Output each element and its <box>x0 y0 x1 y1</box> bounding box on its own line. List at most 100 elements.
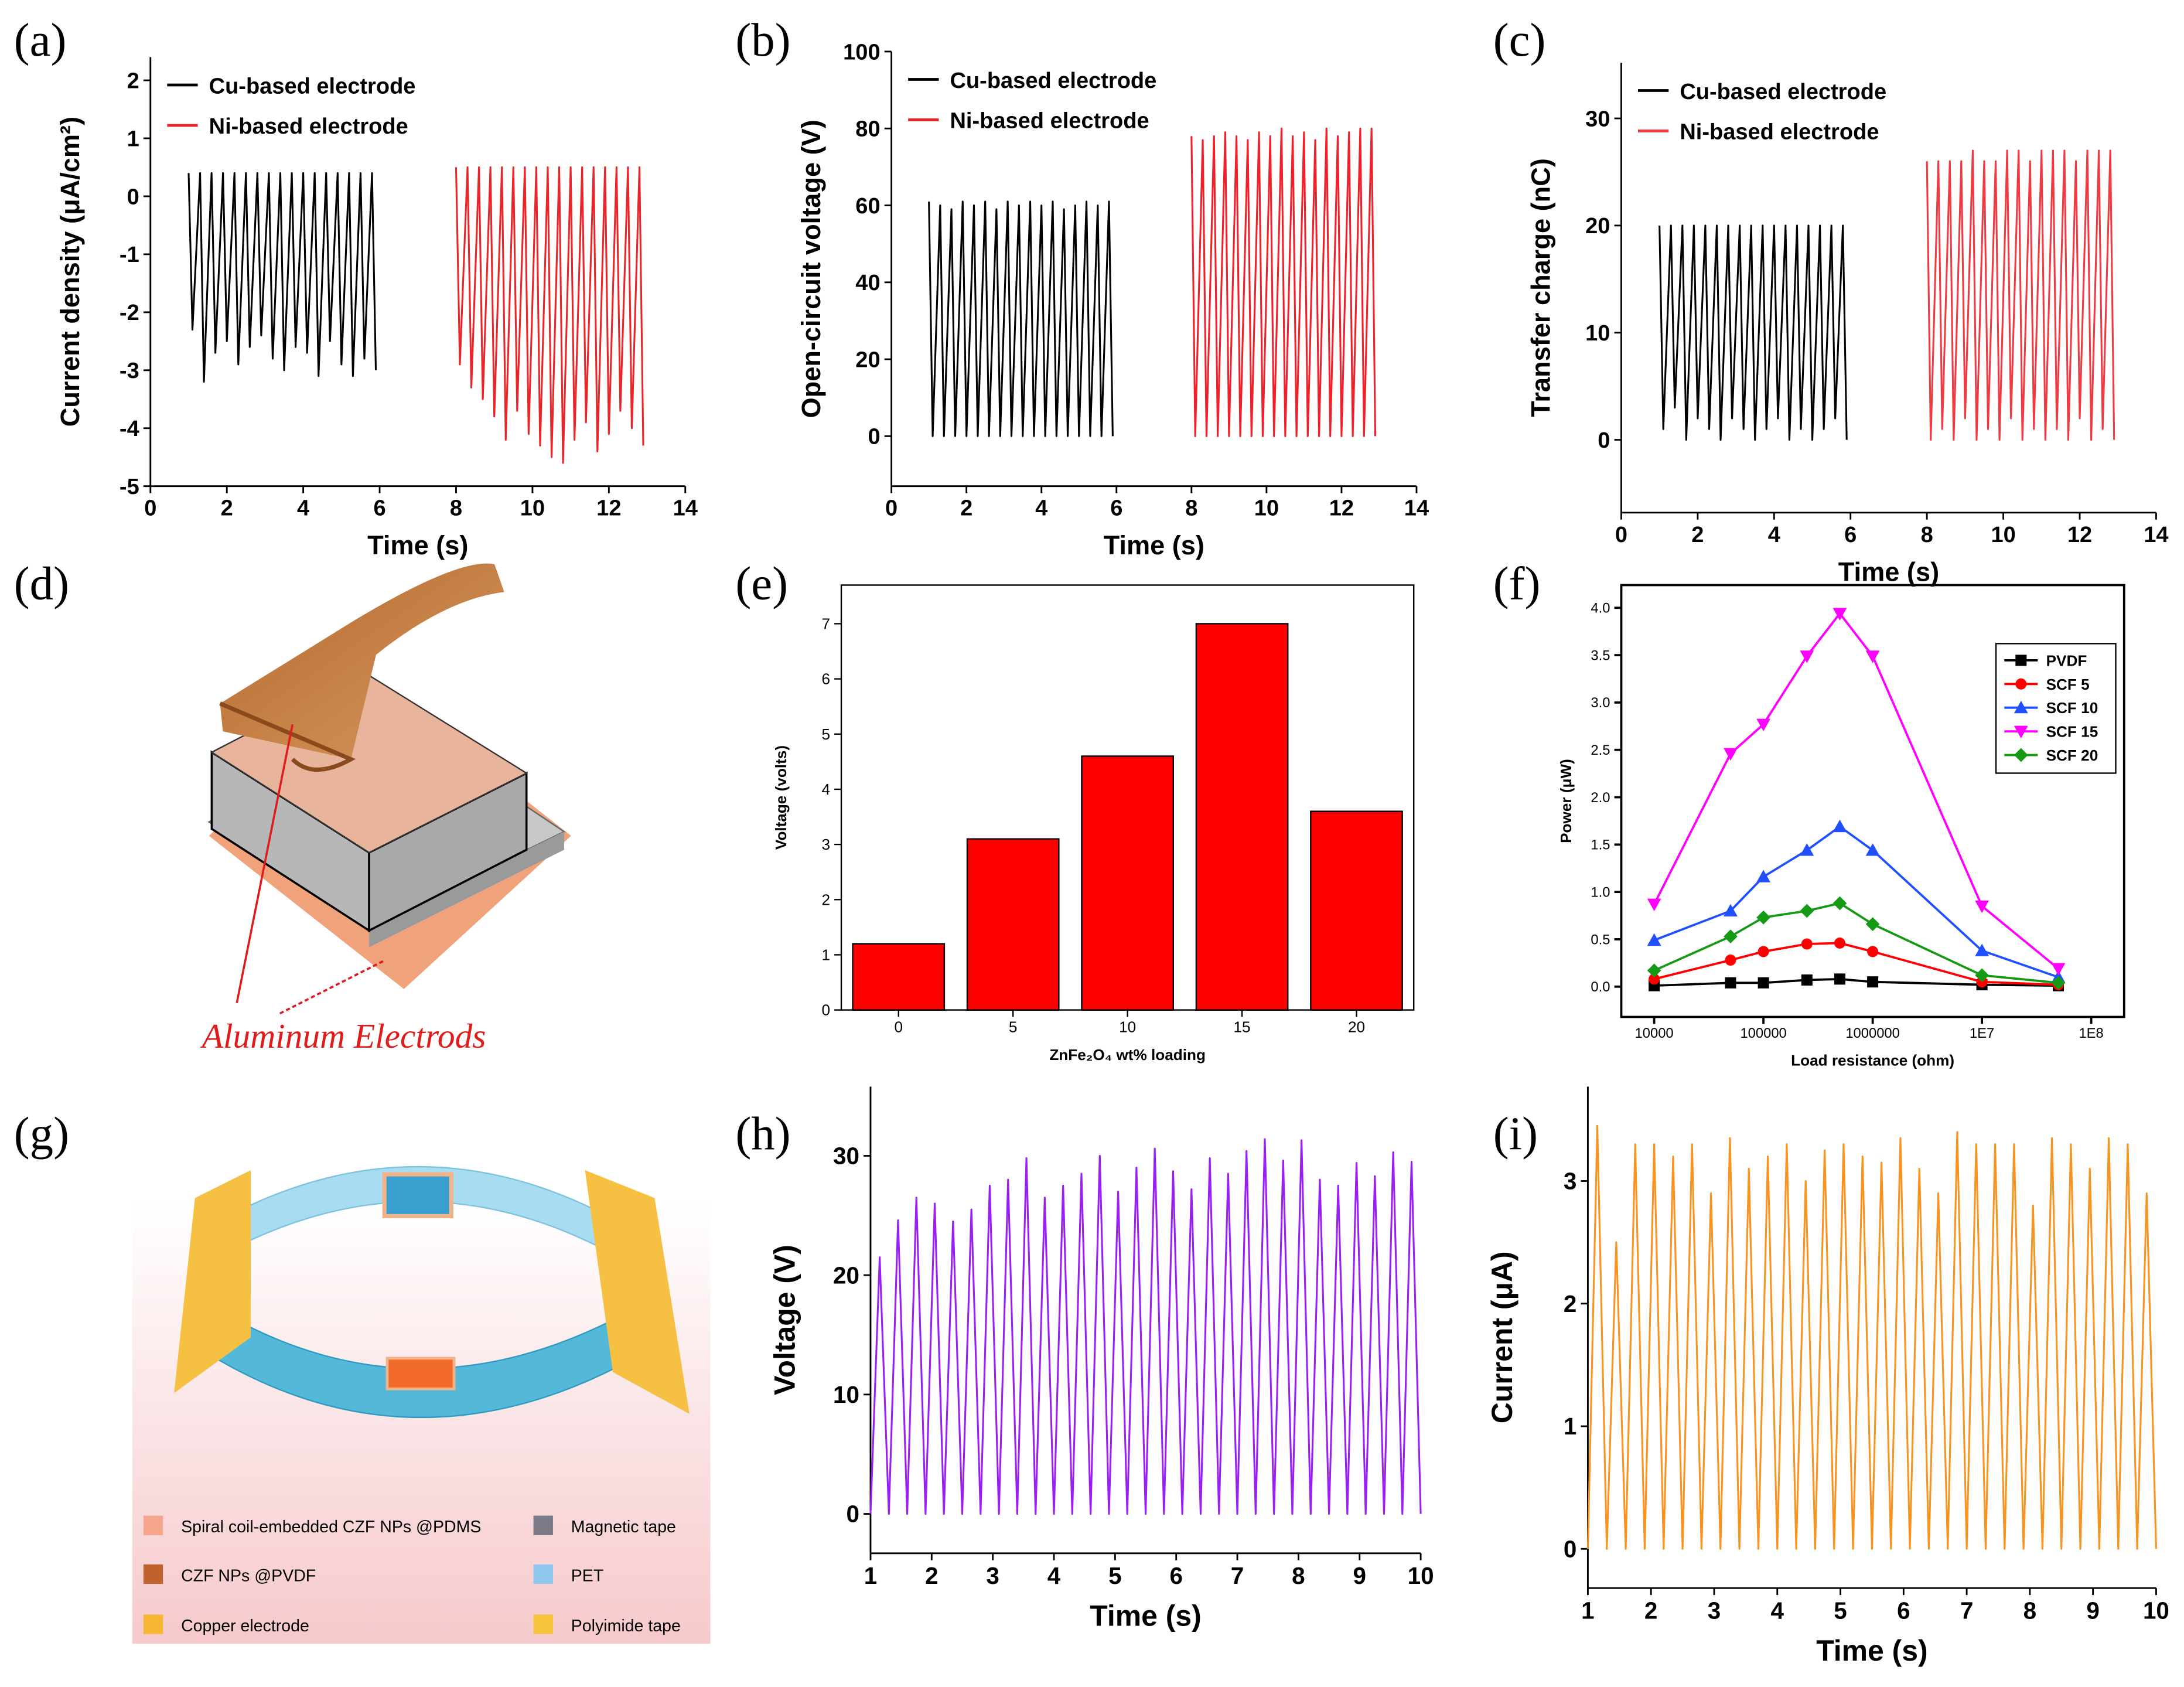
legend-text: CZF NPs @PVDF <box>181 1566 316 1585</box>
x-axis-label: Time (s) <box>1104 530 1204 560</box>
marker <box>1649 973 1660 985</box>
y-tick-label: 0.0 <box>1591 979 1610 995</box>
x-tick-label: 10 <box>1119 1018 1136 1036</box>
bottom-layer-side <box>369 831 564 948</box>
y-tick-label: 7 <box>821 615 830 633</box>
chart: (h) 0 10 20 30 1 2 3 4 5 6 7 8 9 10 Time (s) Voltage (V) <box>735 1086 1434 1632</box>
marker <box>1832 896 1847 911</box>
chart: (i) 0 1 2 3 1 2 3 4 5 6 7 8 9 10 Time (s) Current (μA) <box>1486 1086 2169 1667</box>
x-tick-label: 8 <box>1921 523 1933 547</box>
legend-label: Cu-based electrode <box>1680 80 1886 104</box>
x-axis-label: Load resistance (ohm) <box>1791 1052 1954 1069</box>
y-tick-label: 1.0 <box>1591 884 1610 900</box>
pointer-line <box>278 960 384 1015</box>
spiral-coil <box>385 1357 456 1391</box>
legend-icon <box>533 1614 553 1634</box>
x-tick-label: 5 <box>1834 1597 1847 1624</box>
marker <box>1647 898 1661 912</box>
y-tick-label: 40 <box>855 271 880 295</box>
y-tick-label: 3 <box>1564 1168 1576 1195</box>
marker <box>1724 748 1738 761</box>
bar <box>852 943 946 1011</box>
y-axis-label: Voltage (volts) <box>772 745 790 850</box>
legend-text: Spiral coil-embedded CZF NPs @PDMS <box>181 1518 481 1536</box>
y-tick-label: 0.5 <box>1591 932 1610 948</box>
top-film <box>382 1172 453 1219</box>
bar <box>966 838 1060 1011</box>
legend-label: Cu-based electrode <box>950 69 1156 93</box>
x-tick-label: 2 <box>1691 523 1704 547</box>
x-tick-label: 0 <box>144 496 156 521</box>
legend-icon <box>143 1564 163 1584</box>
y-tick-label: 30 <box>833 1143 859 1170</box>
x-tick-label: 10 <box>1254 496 1279 521</box>
x-tick-label: 6 <box>373 496 385 521</box>
x-tick-label: 10 <box>2143 1597 2169 1624</box>
y-tick-label: 10 <box>1585 321 1610 346</box>
panel-label: (f) <box>1493 557 1541 609</box>
legend-text: Polyimide tape <box>571 1617 681 1635</box>
legend-icon <box>533 1564 553 1584</box>
series-line <box>1653 825 2059 979</box>
marker <box>1832 608 1847 621</box>
x-tick-label: 8 <box>450 496 462 521</box>
x-tick-label: 1 <box>864 1562 877 1589</box>
y-tick-label: -1 <box>120 243 139 267</box>
legend-text: Magnetic tape <box>571 1518 676 1536</box>
y-tick-label: 2 <box>1564 1290 1576 1317</box>
panel-label: (b) <box>735 14 790 66</box>
series-line <box>1653 902 2059 984</box>
y-axis-label: Power (μW) <box>1557 759 1575 843</box>
y-tick-label: 2.0 <box>1591 790 1610 806</box>
marker <box>1725 977 1736 989</box>
x-tick-label: 0 <box>885 496 898 521</box>
legend-label: Ni-based electrode <box>209 114 408 139</box>
y-tick-label: 60 <box>855 194 880 219</box>
marker <box>1865 917 1880 931</box>
marker <box>1800 904 1814 918</box>
x-tick-label: 8 <box>2023 1597 2036 1624</box>
x-tick-label: 2 <box>960 496 972 521</box>
legend-text: PET <box>571 1566 603 1585</box>
y-tick-label: 30 <box>1585 107 1610 131</box>
x-axis-label: ZnFe₂O₄ wt% loading <box>1049 1046 1206 1064</box>
y-tick-label: 10 <box>833 1381 859 1408</box>
legend-label: Ni-based electrode <box>1680 120 1879 145</box>
legend-label: SCF 5 <box>2046 676 2090 693</box>
y-tick-label: -2 <box>120 301 139 325</box>
marker <box>1865 843 1880 856</box>
series-line <box>1659 224 1848 441</box>
marker <box>1724 904 1738 916</box>
legend-text: Copper electrode <box>181 1617 309 1635</box>
x-tick-label: 4 <box>1047 1562 1061 1589</box>
y-tick-label: -3 <box>120 359 139 383</box>
top-electrode <box>220 563 504 759</box>
x-tick-label: 100000 <box>1740 1025 1786 1041</box>
y-tick-label: 2.5 <box>1591 742 1610 758</box>
diagram-d: (d) Aluminum Electrods <box>14 557 571 1055</box>
marker <box>1647 933 1661 946</box>
y-tick-label: 3.0 <box>1591 695 1610 711</box>
x-tick-label: 20 <box>1348 1018 1365 1036</box>
series-line <box>455 166 644 464</box>
x-tick-label: 7 <box>1960 1597 1973 1624</box>
y-tick-label: 6 <box>821 670 830 688</box>
marker <box>1801 938 1813 950</box>
x-tick-label: 6 <box>1844 523 1857 547</box>
bar <box>1310 810 1403 1011</box>
y-axis-label: Open-circuit voltage (V) <box>796 120 826 418</box>
x-tick-label: 8 <box>1292 1562 1305 1589</box>
x-axis-label: Time (s) <box>1090 1599 1201 1632</box>
tape-right <box>585 1170 690 1415</box>
y-tick-label: 5 <box>821 725 830 743</box>
y-tick-label: 1 <box>821 946 830 964</box>
marker <box>1758 977 1769 989</box>
marker <box>1975 968 1990 983</box>
bar <box>1081 755 1174 1011</box>
y-tick-label: 3.5 <box>1591 647 1610 663</box>
pointer-line <box>236 724 294 1004</box>
x-tick-label: 0 <box>1615 523 1627 547</box>
legend-label: SCF 10 <box>2046 699 2098 717</box>
x-tick-label: 10000 <box>1635 1025 1674 1041</box>
